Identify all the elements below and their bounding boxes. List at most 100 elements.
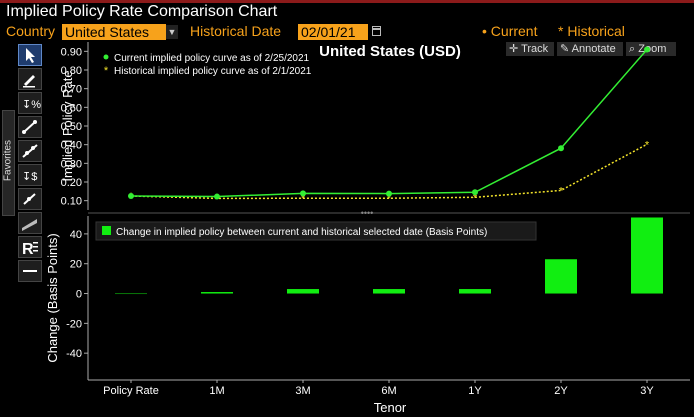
svg-text:↧%: ↧% [22, 99, 41, 111]
chart-title: United States (USD) [319, 43, 461, 60]
legend-historical-marker: * [104, 65, 109, 77]
chevron-down-icon[interactable]: ▼ [166, 25, 178, 39]
country-dropdown[interactable]: United States [62, 24, 166, 40]
x-tick-label: 6M [381, 385, 396, 397]
percent-tool-button[interactable]: ↧% [18, 92, 42, 114]
panel-splitter-handle: •••• [361, 208, 374, 218]
current-point [128, 193, 134, 199]
ray-line-icon [22, 144, 38, 158]
dollar-tool-button[interactable]: ↧$ [18, 164, 42, 186]
historical-point: * [387, 193, 392, 205]
segment-tool-button[interactable] [18, 188, 42, 210]
bar-legend-box [95, 221, 537, 241]
zoom-icon: ⌕ [629, 43, 636, 55]
historical-point: * [301, 193, 306, 205]
favorites-tab[interactable]: Favorites [2, 110, 15, 216]
channel-tool-button[interactable] [18, 212, 42, 234]
historical-point: * [473, 192, 478, 204]
trend-line-icon [22, 120, 37, 134]
track-label: Track [521, 43, 549, 55]
top-y-tick-label: 0.90 [61, 46, 82, 58]
controls-row: Country United States ▼ Historical Date … [6, 23, 694, 41]
pen-tool-button[interactable] [18, 68, 42, 90]
change-bar [631, 217, 663, 294]
cursor-tool-button[interactable] [18, 44, 42, 66]
change-bar [115, 293, 147, 295]
fibonacci-tool-button[interactable]: R [18, 236, 42, 258]
bottom-y-tick-label: 20 [70, 259, 82, 271]
bottom-y-tick-label: 0 [76, 289, 82, 301]
ray-tool-button[interactable] [18, 140, 42, 162]
top-y-tick-label: 0.60 [61, 102, 82, 114]
cursor-icon [26, 48, 35, 63]
historical-point: * [129, 191, 134, 203]
current-point [214, 193, 220, 200]
top-y-tick-label: 0.50 [61, 121, 82, 133]
top-y-tick-label: 0.40 [61, 140, 82, 152]
current-point [300, 190, 306, 197]
current-point [558, 145, 564, 152]
legend-current-label: Current [490, 23, 538, 39]
line-tool-button[interactable] [18, 116, 42, 138]
historical-point: * [559, 185, 564, 197]
change-bar [201, 292, 233, 294]
svg-text:R: R [22, 241, 34, 257]
historical-date-label: Historical Date [190, 23, 282, 39]
annotation-toolbar: ↧% ↧$ R [0, 42, 46, 302]
segment-icon [23, 193, 36, 205]
annotate-button[interactable]: ✎ Annotate [557, 42, 623, 56]
historical-date-input[interactable]: 02/01/21 [298, 24, 368, 40]
top-y-tick-label: 0.10 [61, 196, 82, 208]
window-title: Implied Policy Rate Comparison Chart [6, 3, 278, 20]
crosshair-icon: ✛ [509, 43, 519, 55]
current-point [472, 189, 478, 196]
legend-historical-series: Historical implied policy curve as of 2/… [114, 66, 312, 77]
bottom-y-axis-title: Change (Basis Points) [45, 233, 60, 362]
channel-icon [22, 219, 37, 231]
country-label: Country [6, 23, 56, 39]
zoom-button[interactable]: ⌕ Zoom [626, 42, 676, 56]
legend-historical: * Historical [558, 23, 625, 39]
top-y-tick-label: 0.80 [61, 65, 82, 77]
change-bar [287, 289, 319, 294]
annotate-label: Annotate [571, 43, 616, 55]
top-y-tick-label: 0.30 [61, 158, 82, 170]
legend-historical-label: Historical [567, 23, 625, 39]
favorites-label: Favorites [2, 139, 14, 182]
x-tick-label: 1M [209, 385, 224, 397]
track-button[interactable]: ✛ Track [506, 42, 554, 56]
change-bar [459, 289, 491, 294]
x-axis-title: Tenor [374, 400, 407, 415]
fibonacci-icon: R [22, 241, 38, 258]
legend-current: • Current [482, 23, 538, 39]
annotate-icon: ✎ [560, 43, 570, 55]
bar-legend-label: Change in implied policy between current… [116, 227, 487, 238]
pen-icon [23, 75, 35, 88]
bar-legend-marker [102, 226, 111, 235]
x-tick-label: 3Y [640, 385, 654, 397]
calendar-icon[interactable] [372, 26, 381, 36]
bottom-y-tick-label: -20 [66, 318, 82, 330]
horizontal-line-tool-button[interactable] [18, 260, 42, 282]
x-tick-label: Policy Rate [103, 385, 159, 397]
historical-point: * [215, 193, 220, 205]
window-top-bar [0, 0, 694, 3]
svg-text:↧$: ↧$ [22, 171, 37, 183]
historical-point: * [645, 139, 650, 151]
current-series-line [130, 48, 648, 198]
x-tick-label: 3M [295, 385, 310, 397]
historical-series-line [130, 143, 648, 200]
legend-current-marker [103, 54, 109, 60]
legend-current-series: Current implied policy curve as of 2/25/… [114, 53, 310, 64]
x-tick-label: 1Y [468, 385, 482, 397]
top-y-axis-title: Implied Policy Rate [60, 70, 75, 181]
dollar-icon: ↧$ [22, 171, 37, 183]
horizontal-line-icon [23, 270, 37, 272]
bottom-y-tick-label: 40 [70, 229, 82, 241]
bottom-y-tick-label: -40 [66, 348, 82, 360]
zoom-label: Zoom [638, 43, 667, 55]
change-bar [545, 259, 577, 294]
change-bar [373, 289, 405, 294]
current-point [386, 190, 392, 197]
